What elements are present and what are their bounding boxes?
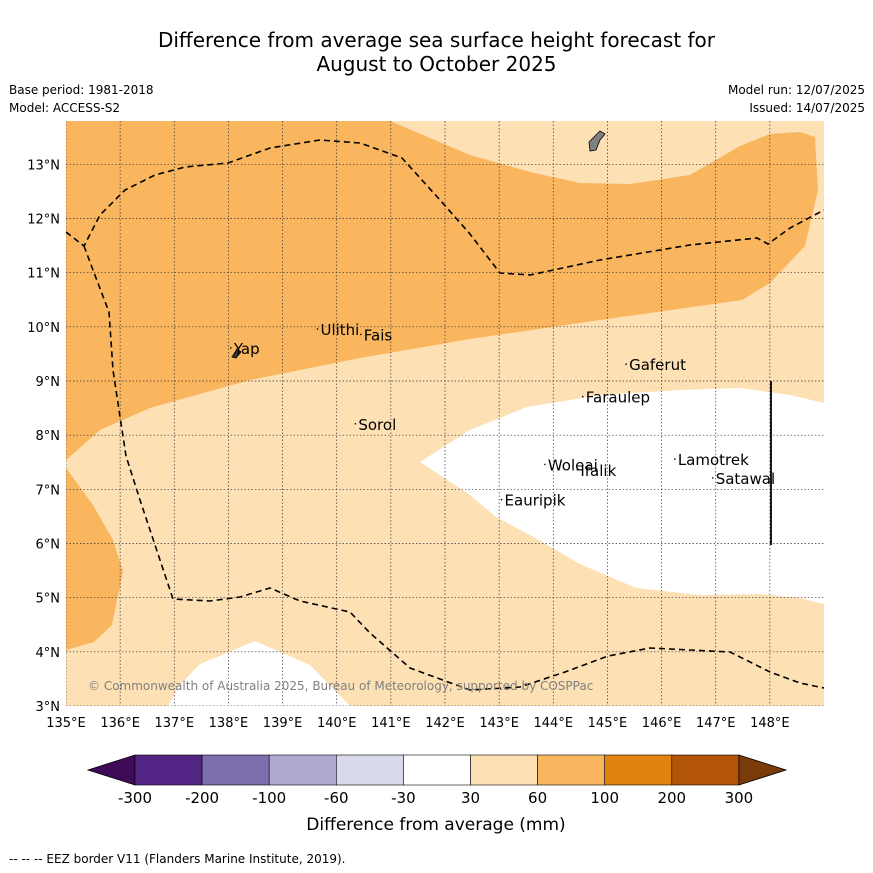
x-tick-label: 146°E (642, 716, 682, 731)
place-label: Eauripik (505, 492, 566, 510)
colorbar-segment (403, 754, 471, 786)
neutral-east (420, 388, 824, 604)
band-60-100-north (66, 121, 818, 460)
place-marker (544, 463, 546, 466)
place-label: Satawal (716, 470, 775, 488)
map-title: Difference from average sea surface heig… (0, 28, 873, 76)
base-period: Base period: 1981-2018 (9, 83, 154, 97)
colorbar-segment (335, 754, 404, 786)
x-tick-label: 138°E (209, 716, 249, 731)
title-line-1: Difference from average sea surface heig… (157, 28, 716, 52)
colorbar-segment (470, 754, 538, 786)
colorbar-tick: -100 (252, 789, 286, 807)
colorbar-tick: 30 (461, 789, 480, 807)
place-label: Fais (364, 326, 393, 344)
x-tick-labels: 135°E 136°E 137°E 138°E 139°E 140°E 141°E 142°E… (46, 716, 789, 731)
colorbar-segment (134, 754, 203, 786)
x-tick-label: 145°E (588, 716, 628, 731)
guam-island (588, 130, 606, 152)
y-tick-label: 10°N (27, 321, 60, 336)
place-label: Gaferut (629, 356, 686, 374)
place-marker (625, 363, 627, 365)
eez-border-main (83, 245, 824, 691)
colorbar-segment (671, 754, 740, 786)
place-label: Woleai (548, 456, 598, 474)
colorbar-tick: 100 (590, 789, 619, 807)
place-marker (230, 347, 232, 349)
x-tick-label: 144°E (534, 716, 574, 731)
colorbar-segment (268, 754, 337, 786)
x-tick-label: 147°E (696, 716, 736, 731)
y-tick-label: 11°N (27, 267, 60, 282)
x-tick-label: 139°E (263, 716, 303, 731)
x-tick-label: 135°E (46, 716, 86, 731)
place-label: Yap (233, 340, 260, 358)
colorbar-tick: 300 (725, 789, 754, 807)
yap-island (231, 348, 242, 359)
y-tick-label: 7°N (36, 483, 61, 498)
colorbar-segment (201, 754, 270, 786)
y-tick-label: 13°N (27, 158, 60, 173)
place-label: Faraulep (586, 389, 650, 407)
place-marker (711, 477, 714, 479)
model-run: Model run: 12/07/2025 (727, 83, 865, 97)
neutral-south (168, 641, 350, 706)
place-marker (500, 498, 503, 501)
map-area (66, 121, 824, 706)
y-tick-label: 5°N (36, 592, 61, 607)
place-marker (359, 333, 362, 336)
place-marker (674, 458, 676, 460)
place-label: Ifalik (580, 462, 616, 480)
eez-border-west (66, 139, 824, 276)
colorbar-extend-high (738, 754, 788, 786)
place-label: Lamotrek (678, 451, 749, 469)
model-name: Model: ACCESS-S2 (9, 101, 121, 115)
colorbar-tick: 60 (528, 789, 547, 807)
footer-note: -- -- -- EEZ border V11 (Flanders Marine… (9, 852, 346, 866)
y-tick-label: 8°N (36, 429, 61, 444)
place-marker (316, 328, 319, 330)
copyright-note: © Commonwealth of Australia 2025, Bureau… (88, 679, 593, 693)
y-tick-label: 3°N (36, 700, 61, 715)
place-label: Ulithi (320, 321, 359, 339)
colorbar-tick: -200 (185, 789, 219, 807)
colorbar (86, 754, 788, 786)
place-marker (576, 468, 579, 471)
y-tick-label: 9°N (36, 375, 61, 390)
colorbar-extend-low (86, 754, 136, 786)
x-tick-label: 148°E (750, 716, 790, 731)
graticule (66, 121, 824, 706)
x-tick-label: 141°E (371, 716, 411, 731)
place-marker (581, 395, 584, 398)
band-60-100-west (66, 468, 123, 650)
place-marker (354, 422, 357, 425)
y-tick-label: 4°N (36, 646, 61, 661)
colorbar-tick-labels: -300 -200 -100 -60 -30 30 60 100 200 300 (118, 789, 753, 807)
y-tick-label: 12°N (27, 213, 60, 228)
colorbar-tick: -60 (324, 789, 349, 807)
meta-left: Base period: 1981-2018 Model: ACCESS-S2 (9, 81, 154, 117)
colorbar-tick: -30 (391, 789, 416, 807)
place-label: Sorol (358, 416, 396, 434)
title-line-2: August to October 2025 (316, 52, 557, 76)
x-tick-label: 143°E (479, 716, 519, 731)
colorbar-tick: -300 (118, 789, 152, 807)
y-tick-labels: 3°N 4°N 5°N 6°N 7°N 8°N 9°N 10°N 11°N 12°N 13°N (27, 158, 60, 715)
x-tick-label: 136°E (100, 716, 140, 731)
y-tick-label: 6°N (36, 538, 61, 553)
colorbar-segment (604, 754, 673, 786)
colorbar-tick: 200 (657, 789, 686, 807)
colorbar-segment (537, 754, 605, 786)
x-tick-label: 140°E (317, 716, 357, 731)
issued-date: Issued: 14/07/2025 (749, 101, 865, 115)
place-labels: Yap Ulithi Fais Sorol Gaferut Faraulep WoleaiI… (230, 321, 775, 510)
x-tick-label: 137°E (155, 716, 195, 731)
x-tick-label: 142°E (425, 716, 465, 731)
meta-right: Model run: 12/07/2025 Issued: 14/07/2025 (728, 81, 865, 117)
colorbar-label: Difference from average (mm) (306, 815, 565, 835)
